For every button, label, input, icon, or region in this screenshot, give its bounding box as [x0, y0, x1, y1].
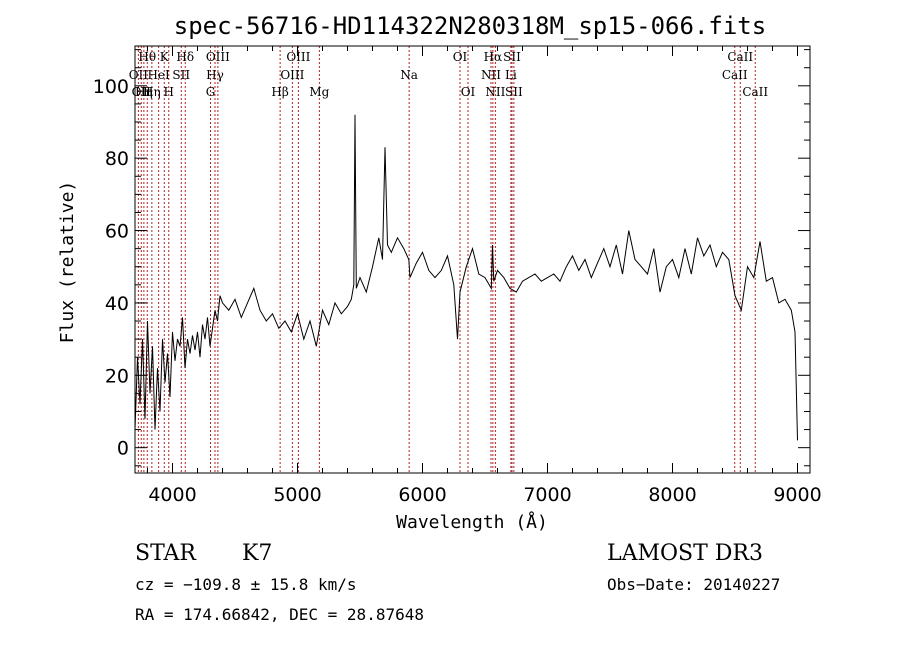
object-subclass: K7: [242, 541, 272, 566]
object-class: STAR: [135, 541, 197, 566]
spectral-lines: [137, 46, 756, 473]
y-tick-label: 80: [105, 148, 129, 170]
spectral-line-label: Hθ: [138, 50, 156, 64]
y-tick-label: 100: [93, 76, 129, 98]
spectral-line-label: Li: [505, 68, 517, 82]
plot-frame: [134, 45, 811, 474]
spectral-line-label: Hγ: [206, 68, 224, 82]
y-tick-label: 0: [117, 438, 129, 460]
spectral-line-label: OI: [453, 50, 468, 64]
spectral-line-label: CaII: [722, 68, 748, 82]
x-axis-ticks: 4000 5000 6000 7000 8000 9000: [147, 46, 822, 506]
x-tick-label: 6000: [398, 484, 446, 506]
spectral-line-label: G: [206, 85, 216, 99]
spectral-line-label: SII: [503, 50, 521, 64]
spectral-line-label: OI: [461, 85, 476, 99]
spectral-line-label: OIII: [280, 68, 304, 82]
spectral-line-label: CaII: [742, 85, 768, 99]
spectral-line-label: Hη: [143, 85, 161, 99]
spectral-line-label: H: [164, 85, 174, 99]
y-axis-label: Flux (relative): [57, 181, 78, 344]
x-tick-label: 5000: [273, 484, 321, 506]
spectral-line-label: OIII: [206, 50, 230, 64]
y-tick-label: 40: [105, 293, 129, 315]
x-axis-label: Wavelength (Å): [396, 511, 548, 533]
spectral-line-label: SII: [172, 68, 190, 82]
coordinates: RA = 174.66842, DEC = 28.87648: [135, 605, 424, 624]
spectral-line-label: OII: [129, 68, 149, 82]
spectral-line-label: Na: [400, 68, 418, 82]
chart-title: spec-56716-HD114322N280318M_sp15-066.fit…: [174, 12, 766, 40]
spectral-line-label: Hα: [484, 50, 503, 64]
spectral-line-label: CaII: [727, 50, 753, 64]
spectral-line-label: NII: [485, 85, 505, 99]
redshift-cz: cz = −109.8 ± 15.8 km/s: [135, 575, 357, 594]
x-tick-label: 7000: [523, 484, 571, 506]
survey-name: LAMOST DR3: [607, 541, 763, 566]
x-tick-label: 4000: [148, 484, 196, 506]
y-tick-label: 20: [105, 365, 129, 387]
spectral-line-label: Hδ: [176, 50, 194, 64]
spectral-line-label: SII: [505, 85, 523, 99]
spectral-line-label: NII: [481, 68, 501, 82]
obs-date: Obs−Date: 20140227: [607, 575, 780, 594]
y-axis-ticks: 0 20 40 60 80 100: [93, 49, 810, 467]
spectral-line-label: Hβ: [271, 85, 288, 99]
x-tick-label: 8000: [648, 484, 696, 506]
spectral-line-label: Mg: [309, 85, 329, 99]
x-tick-label: 9000: [773, 484, 821, 506]
spectral-line-label: HeI: [147, 68, 170, 82]
spectral-line-label: K: [160, 50, 170, 64]
spectrum-line: [134, 114, 798, 441]
spectral-line-label: Hη: [135, 85, 153, 99]
spectral-line-label: OIII: [286, 50, 310, 64]
spectral-line-label: OII: [132, 85, 152, 99]
y-tick-label: 60: [105, 221, 129, 243]
spectral-line-labels: OIIOIIHηHθHηHeIKHSIIHδGHγOIIIHβOIIIOIIIM…: [129, 50, 769, 99]
